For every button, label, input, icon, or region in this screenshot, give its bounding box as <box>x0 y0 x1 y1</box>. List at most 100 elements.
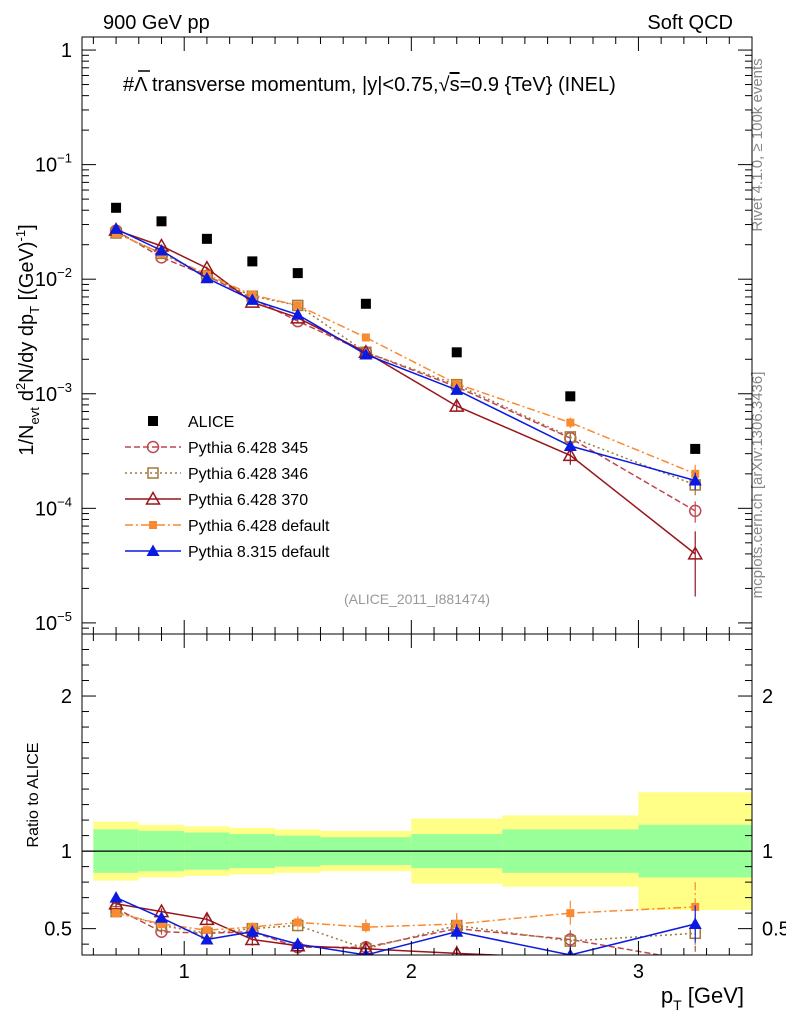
ratio-point-p6def <box>361 923 370 932</box>
data-point-alice <box>360 298 371 309</box>
ratio-uncertainty-bands <box>82 792 752 911</box>
ratio-point-p6def <box>293 918 302 927</box>
reference-label: (ALICE_2011_I881474) <box>344 591 490 607</box>
legend-marker-p8def <box>146 544 160 556</box>
ratio-y-tick-label-left: 2 <box>61 686 72 708</box>
ratio-point-p8def <box>200 932 214 945</box>
data-point-p8def <box>359 348 373 360</box>
ratio-point-p6def <box>566 909 575 918</box>
main-frame <box>81 36 753 635</box>
ratio-series-p6def <box>112 882 700 935</box>
ratio-point-p8def <box>291 937 305 950</box>
header-right: Soft QCD <box>647 12 733 34</box>
data-point-alice <box>156 216 167 227</box>
ratio-point-p6def <box>157 919 166 928</box>
ratio-point-p8def <box>109 891 123 903</box>
data-point-p6def <box>361 333 370 342</box>
series-p370 <box>108 222 704 597</box>
ratio-y-tick-label-left: 0.5 <box>44 919 72 941</box>
y-tick-label: 10−5 <box>35 609 72 635</box>
data-point-p370 <box>687 545 704 560</box>
x-tick-label: 2 <box>406 961 417 983</box>
ratio-axes: 0.5 0.5 1 1 2 2 1 2 3 <box>44 633 786 983</box>
ratio-point-p370 <box>244 931 261 946</box>
data-point-alice <box>292 268 303 279</box>
lambda-symbol: Λ <box>134 74 148 96</box>
data-point-p345 <box>688 504 702 518</box>
legend-label: Pythia 6.428 346 <box>188 466 308 483</box>
legend-marker-p346 <box>147 467 159 479</box>
data-point-alice <box>111 202 122 213</box>
data-point-p8def <box>563 439 577 451</box>
series-alice <box>111 202 701 454</box>
legend-label: Pythia 6.428 345 <box>188 440 308 457</box>
ratio-point-p370 <box>108 895 124 910</box>
side-label-mcplots: mcplots.cern.ch [arXiv:1306.3436] <box>749 372 766 599</box>
data-point-p8def <box>154 244 168 256</box>
legend-item-p346: Pythia 6.428 346 <box>125 466 308 483</box>
legend-item-p370: Pythia 6.428 370 <box>125 490 308 509</box>
data-point-p8def <box>688 473 702 486</box>
legend-marker-p6def <box>149 521 157 529</box>
ratio-point-p370 <box>451 945 463 955</box>
ratio-point-p6def <box>202 926 211 935</box>
y-tick-label: 10−2 <box>35 265 72 291</box>
ratio-y-tick-label-left: 1 <box>61 841 72 863</box>
chart-title: #Λ transverse momentum, |y|<0.75,√s=0.9 … <box>123 74 616 96</box>
header-left: 900 GeV pp <box>103 12 210 34</box>
ratio-series-layer <box>108 882 702 955</box>
data-point-p8def <box>109 222 123 234</box>
data-point-alice <box>690 443 701 454</box>
data-point-alice <box>201 233 212 244</box>
y-tick-label: 10−3 <box>35 380 72 406</box>
main-axes: 1 10−1 10−2 10−3 10−4 10−5 <box>35 36 753 635</box>
sqrt-s: s <box>450 74 460 96</box>
legend-item-alice: ALICE <box>148 414 234 431</box>
data-point-p8def <box>291 308 305 320</box>
legend-marker-p370 <box>145 490 161 505</box>
ratio-series-p8def <box>109 891 702 955</box>
ratio-y-tick-label-right: 2 <box>762 686 773 708</box>
legend-item-p6def: Pythia 6.428 default <box>125 518 330 535</box>
ratio-y-tick-label-right: 0.5 <box>762 919 786 941</box>
ratio-line-p346 <box>115 910 696 950</box>
y-tick-label: 10−1 <box>35 151 72 177</box>
ratio-point-p345 <box>694 954 696 955</box>
legend-item-p345: Pythia 6.428 345 <box>125 440 308 457</box>
data-point-p6def <box>293 301 302 310</box>
ratio-point-p8def <box>154 911 168 923</box>
data-point-alice <box>451 347 462 358</box>
legend-label: Pythia 6.428 default <box>188 518 330 535</box>
data-point-p8def <box>450 383 464 395</box>
x-tick-label: 1 <box>179 961 190 983</box>
legend-item-p8def: Pythia 8.315 default <box>125 544 330 561</box>
ratio-point-p8def <box>450 925 464 937</box>
ratio-point-p370 <box>199 911 215 926</box>
ratio-point-p8def <box>245 925 259 937</box>
legend-label: Pythia 8.315 default <box>188 544 330 561</box>
legend-label: Pythia 6.428 370 <box>188 492 308 509</box>
data-point-p8def <box>245 293 259 305</box>
data-point-p370 <box>448 398 465 412</box>
x-tick-label: 3 <box>633 961 644 983</box>
y-tick-label: 1 <box>61 40 72 62</box>
data-point-alice <box>565 391 576 402</box>
legend-label: ALICE <box>188 414 234 431</box>
ratio-point-p6def <box>112 909 121 918</box>
legend-marker-alice <box>148 416 158 426</box>
data-point-p8def <box>200 271 214 284</box>
ratio-series-p346 <box>110 905 701 955</box>
data-point-p6def <box>566 418 575 427</box>
data-point-alice <box>247 256 258 267</box>
legend-marker-p345 <box>146 440 160 454</box>
ratio-series-p370 <box>108 895 574 955</box>
data-point-p370 <box>562 447 579 462</box>
legend: ALICE Pythia 6.428 345 Pythia 6.428 346 Pyt… <box>125 414 330 561</box>
y-tick-label: 10−4 <box>35 494 72 520</box>
side-label-rivet: Rivet 4.1.0, ≥ 100k events <box>749 58 766 231</box>
ratio-point-p8def <box>688 917 702 929</box>
ratio-y-tick-label-right: 1 <box>762 841 773 863</box>
ratio-line-p345 <box>115 907 664 955</box>
ratio-frame <box>81 633 753 956</box>
